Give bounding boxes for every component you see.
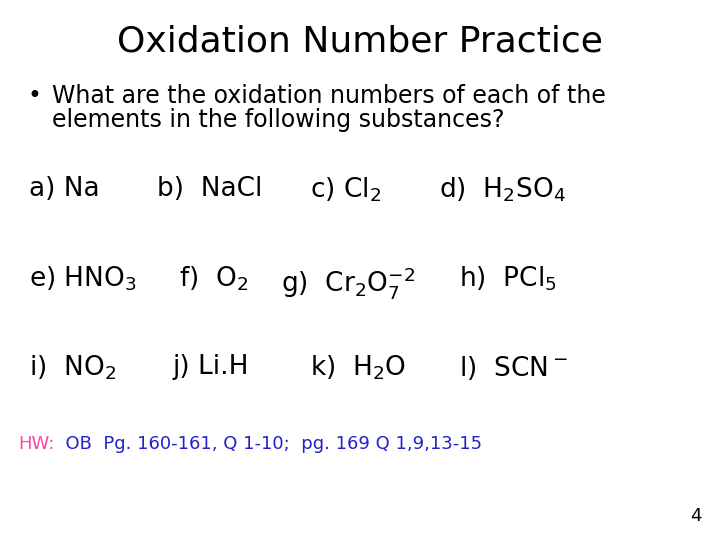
Text: What are the oxidation numbers of each of the: What are the oxidation numbers of each o… bbox=[52, 84, 606, 107]
Text: Oxidation Number Practice: Oxidation Number Practice bbox=[117, 24, 603, 58]
Text: elements in the following substances?: elements in the following substances? bbox=[52, 108, 504, 132]
Text: 4: 4 bbox=[690, 507, 702, 525]
Text: •: • bbox=[27, 84, 41, 107]
Text: c) Cl$_2$: c) Cl$_2$ bbox=[310, 176, 381, 204]
Text: OB  Pg. 160-161, Q 1-10;  pg. 169 Q 1,9,13-15: OB Pg. 160-161, Q 1-10; pg. 169 Q 1,9,13… bbox=[54, 435, 482, 453]
Text: i)  NO$_2$: i) NO$_2$ bbox=[29, 354, 116, 382]
Text: HW:: HW: bbox=[18, 435, 55, 453]
Text: d)  H$_2$SO$_4$: d) H$_2$SO$_4$ bbox=[439, 176, 566, 204]
Text: g)  Cr$_2$O$_7^{-2}$: g) Cr$_2$O$_7^{-2}$ bbox=[281, 265, 415, 301]
Text: a) Na: a) Na bbox=[29, 176, 99, 201]
Text: f)  O$_2$: f) O$_2$ bbox=[179, 265, 248, 293]
Text: b)  NaCl: b) NaCl bbox=[157, 176, 262, 201]
Text: h)  PCl$_5$: h) PCl$_5$ bbox=[459, 265, 557, 293]
Text: l)  SCN$^-$: l) SCN$^-$ bbox=[459, 354, 568, 382]
Text: e) HNO$_3$: e) HNO$_3$ bbox=[29, 265, 137, 293]
Text: k)  H$_2$O: k) H$_2$O bbox=[310, 354, 406, 382]
Text: j) Li.H: j) Li.H bbox=[173, 354, 249, 380]
